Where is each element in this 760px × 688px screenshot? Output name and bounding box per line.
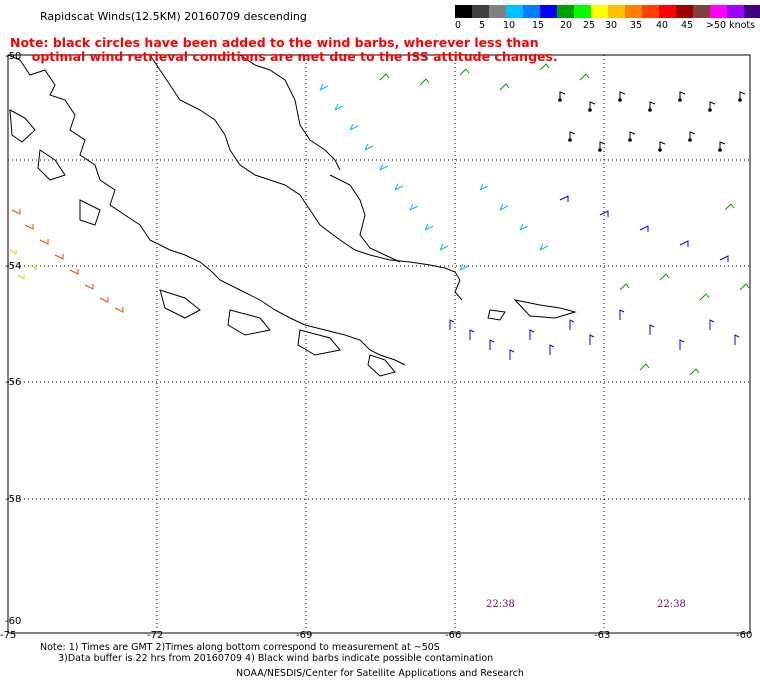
- wind-speed-colorbar: [455, 5, 760, 18]
- colorbar-label: 0: [455, 20, 462, 31]
- colorbar-label: 10: [503, 20, 516, 31]
- iss-note-line-2: optimal wind retrieval conditions are me…: [10, 49, 558, 64]
- lat-label: -60: [5, 616, 22, 627]
- colorbar-swatch: [642, 5, 659, 18]
- colorbar-swatch: [557, 5, 574, 18]
- colorbar-swatch: [506, 5, 523, 18]
- footnote: Note: 1) Times are GMT 2)Times along bot…: [40, 642, 493, 664]
- lat-label: -58: [5, 494, 22, 505]
- colorbar-swatch: [472, 5, 489, 18]
- colorbar-swatch: [523, 5, 540, 18]
- colorbar-swatch: [574, 5, 591, 18]
- colorbar-swatch: [455, 5, 472, 18]
- colorbar-swatch: [710, 5, 727, 18]
- wind-barbs: [9, 63, 750, 376]
- colorbar-label: 40: [656, 20, 669, 31]
- colorbar-labels: 0 5 10 15 20 25 30 35 40 45 >50 knots: [455, 20, 760, 32]
- colorbar-swatch: [540, 5, 557, 18]
- colorbar-swatch: [693, 5, 710, 18]
- graticule: [8, 55, 750, 633]
- colorbar-label: >50 knots: [706, 20, 756, 31]
- colorbar-swatch: [676, 5, 693, 18]
- credit-line: NOAA/NESDIS/Center for Satellite Applica…: [236, 668, 524, 679]
- iss-note: Note: black circles have been added to t…: [10, 36, 558, 64]
- lon-label: -60: [736, 630, 753, 641]
- colorbar-label: 25: [583, 20, 596, 31]
- colorbar-label: 45: [681, 20, 694, 31]
- lon-label: -72: [147, 630, 164, 641]
- colorbar-swatch: [591, 5, 608, 18]
- colorbar-swatch: [608, 5, 625, 18]
- colorbar-label: 15: [532, 20, 545, 31]
- colorbar-label: 35: [630, 20, 643, 31]
- lat-label: -50: [5, 51, 22, 62]
- pass-time: 22:38: [486, 599, 515, 610]
- colorbar-swatch: [659, 5, 676, 18]
- lon-label: -66: [445, 630, 462, 641]
- footnote-line-1: Note: 1) Times are GMT 2)Times along bot…: [40, 642, 440, 653]
- colorbar-swatch: [489, 5, 506, 18]
- colorbar-swatch: [744, 5, 760, 18]
- pass-time: 22:38: [657, 599, 686, 610]
- map-title: Rapidscat Winds(12.5KM) 20160709 descend…: [40, 10, 307, 23]
- map-frame: [7, 54, 751, 634]
- footnote-line-2: 3)Data buffer is 22 hrs from 20160709 4)…: [40, 653, 494, 664]
- coastline: [7, 54, 577, 377]
- lon-label: -63: [594, 630, 611, 641]
- lat-label: -54: [5, 261, 22, 272]
- colorbar-label: 5: [479, 20, 486, 31]
- lon-label: -69: [296, 630, 313, 641]
- iss-note-line-1: Note: black circles have been added to t…: [10, 35, 539, 50]
- colorbar-swatch: [727, 5, 744, 18]
- lon-label: -75: [0, 630, 17, 641]
- colorbar-swatch: [625, 5, 642, 18]
- lat-label: -56: [5, 377, 22, 388]
- colorbar-label: 30: [605, 20, 618, 31]
- colorbar-label: 20: [560, 20, 573, 31]
